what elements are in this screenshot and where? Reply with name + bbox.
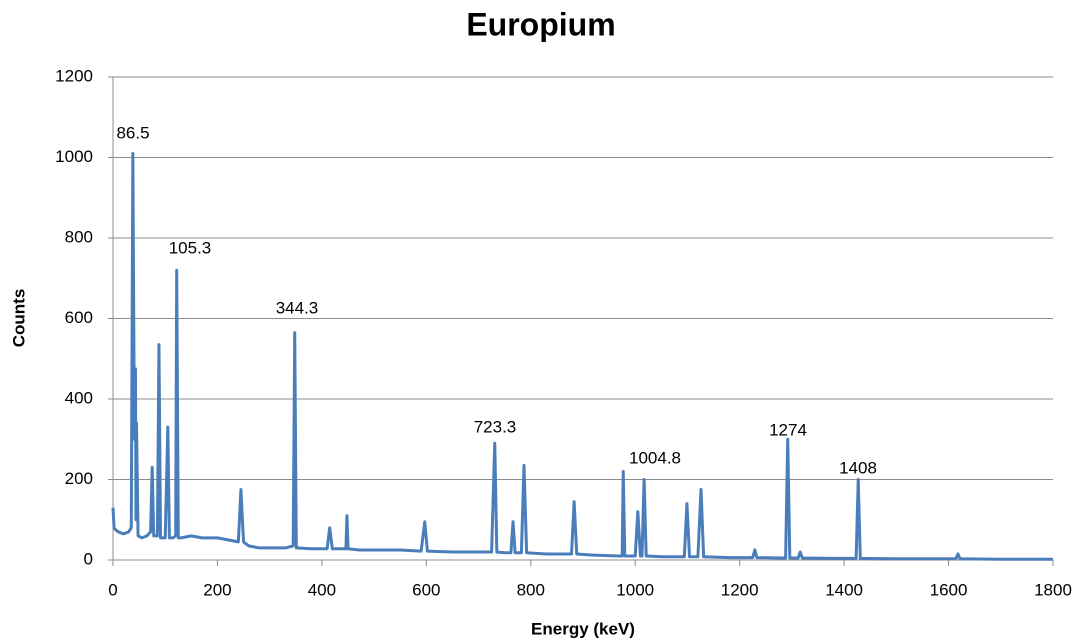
peak-annotation: 1274 [769, 420, 807, 439]
y-tick-label: 800 [65, 227, 93, 246]
peak-annotation: 105.3 [169, 238, 212, 257]
x-tick-label: 600 [412, 580, 440, 599]
x-tick-label: 1000 [616, 580, 654, 599]
y-tick-label: 1200 [55, 66, 93, 85]
x-tick-label: 0 [108, 580, 117, 599]
series-line [111, 151, 1053, 561]
chart-title: Europium [466, 6, 615, 42]
x-tick-label: 200 [203, 580, 231, 599]
y-axis-label: Counts [9, 289, 28, 348]
peak-annotation: 1004.8 [629, 448, 681, 467]
x-tick-label: 1200 [721, 580, 759, 599]
x-tick-label: 800 [517, 580, 545, 599]
y-tick-label: 200 [65, 469, 93, 488]
y-tick-label: 0 [84, 549, 93, 568]
x-tick-label: 400 [308, 580, 336, 599]
y-tick-label: 1000 [55, 147, 93, 166]
peak-annotation: 86.5 [116, 123, 149, 142]
peak-annotation: 723.3 [474, 417, 517, 436]
y-tick-label: 400 [65, 388, 93, 407]
x-axis-label: Energy (keV) [531, 619, 635, 638]
x-tick-label: 1800 [1034, 580, 1072, 599]
peak-annotation: 344.3 [276, 298, 319, 317]
y-tick-label: 600 [65, 308, 93, 327]
x-tick-label: 1600 [930, 580, 968, 599]
peak-annotation: 1408 [839, 458, 877, 477]
x-tick-label: 1400 [825, 580, 863, 599]
